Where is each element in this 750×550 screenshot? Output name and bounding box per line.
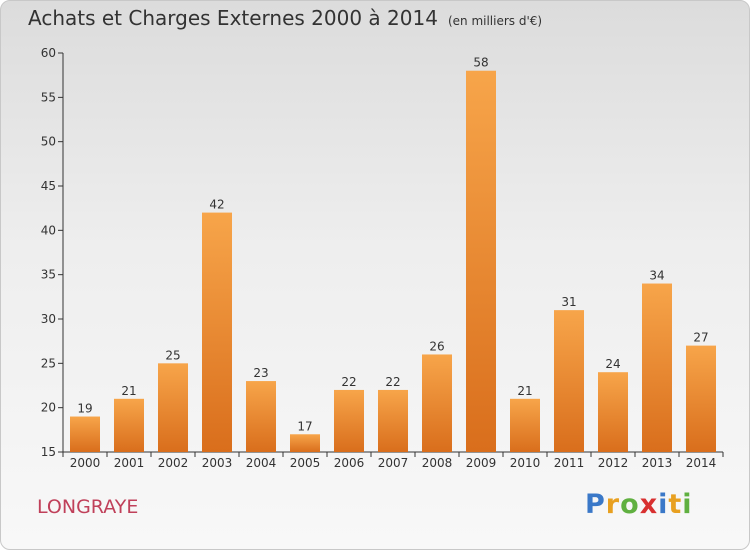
x-tick-label: 2001 — [114, 456, 145, 470]
y-tick-label: 45 — [41, 179, 56, 193]
x-tick-label: 2014 — [686, 456, 717, 470]
x-tick-label: 2009 — [466, 456, 497, 470]
bar-2003 — [202, 212, 232, 452]
logo-letter: P — [585, 489, 606, 520]
chart-bars: 19 21 25 42 23 17 22 22 26 58 21 31 24 34 27 — [70, 56, 716, 452]
logo-letter: o — [620, 489, 640, 520]
x-tick-label: 2011 — [554, 456, 585, 470]
proxiti-logo: Proxiti — [585, 489, 693, 520]
data-label: 31 — [561, 295, 576, 309]
chart-unit: (en milliers d'€) — [447, 14, 543, 28]
bar-2011 — [554, 310, 584, 452]
bar-2010 — [510, 398, 540, 452]
commune-name: LONGRAYE — [37, 496, 139, 518]
data-label: 34 — [649, 269, 664, 283]
logo-letter: i — [682, 489, 693, 520]
data-label: 19 — [77, 402, 92, 416]
data-label: 26 — [429, 339, 444, 353]
logo-letter: x — [639, 489, 659, 520]
x-tick-label: 2000 — [70, 456, 101, 470]
data-label: 21 — [121, 384, 136, 398]
data-label: 24 — [605, 357, 620, 371]
y-tick-label: 50 — [41, 135, 56, 149]
y-tick-label: 60 — [41, 46, 56, 60]
bar-2014 — [686, 345, 716, 452]
bar-2001 — [114, 398, 144, 452]
x-tick-label: 2003 — [202, 456, 233, 470]
bar-2012 — [598, 372, 628, 452]
x-tick-label: 2012 — [598, 456, 629, 470]
bar-2009 — [466, 70, 496, 452]
bar-2008 — [422, 354, 452, 452]
x-tick-label: 2006 — [334, 456, 365, 470]
data-label: 22 — [341, 375, 356, 389]
x-tick-label: 2008 — [422, 456, 453, 470]
chart-title: Achats et Charges Externes 2000 à 2014 — [28, 6, 438, 30]
data-label: 23 — [253, 366, 268, 380]
y-tick-label: 20 — [41, 401, 56, 415]
y-tick-label: 25 — [41, 356, 56, 370]
y-tick-label: 30 — [41, 312, 56, 326]
data-label: 27 — [693, 331, 708, 345]
bar-2004 — [246, 381, 276, 452]
bar-2006 — [334, 389, 364, 452]
x-tick-label: 2010 — [510, 456, 541, 470]
x-tick-label: 2004 — [246, 456, 277, 470]
chart-axes: 15 20 25 30 35 40 45 50 55 60 2000 2001 2002 2003 2004… — [41, 46, 724, 470]
data-label: 17 — [297, 419, 312, 433]
x-tick-label: 2002 — [158, 456, 189, 470]
logo-letter: i — [658, 489, 669, 520]
y-tick-label: 15 — [41, 445, 56, 459]
data-label: 25 — [165, 348, 180, 362]
data-label: 58 — [473, 56, 488, 70]
bar-2013 — [642, 283, 672, 452]
y-tick-label: 40 — [41, 223, 56, 237]
x-tick-label: 2007 — [378, 456, 409, 470]
data-label: 21 — [517, 384, 532, 398]
data-label: 42 — [209, 198, 224, 212]
chart-title-block: Achats et Charges Externes 2000 à 2014 (e… — [28, 6, 542, 30]
x-tick-label: 2005 — [290, 456, 321, 470]
y-tick-label: 35 — [41, 268, 56, 282]
bar-2007 — [378, 389, 408, 452]
bar-2002 — [158, 363, 188, 452]
y-tick-label: 55 — [41, 90, 56, 104]
logo-letter: t — [668, 489, 683, 520]
data-label: 22 — [385, 375, 400, 389]
x-tick-label: 2013 — [642, 456, 673, 470]
bar-2000 — [70, 416, 100, 452]
bar-2005 — [290, 434, 320, 452]
logo-letter: r — [605, 489, 621, 520]
